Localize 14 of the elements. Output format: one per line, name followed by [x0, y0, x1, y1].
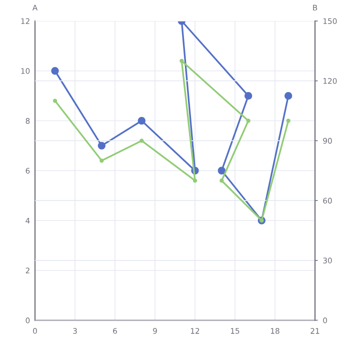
- point: [100, 158, 104, 163]
- point: [284, 92, 292, 100]
- point: [140, 138, 144, 143]
- point: [51, 67, 59, 75]
- point: [218, 166, 226, 174]
- point: [246, 118, 250, 123]
- point: [286, 118, 290, 123]
- point: [180, 58, 184, 63]
- point: [52, 98, 58, 103]
- point: [192, 178, 198, 183]
- point: [244, 92, 252, 100]
- point: [138, 116, 146, 125]
- point: [98, 142, 106, 150]
- point: [220, 178, 224, 183]
